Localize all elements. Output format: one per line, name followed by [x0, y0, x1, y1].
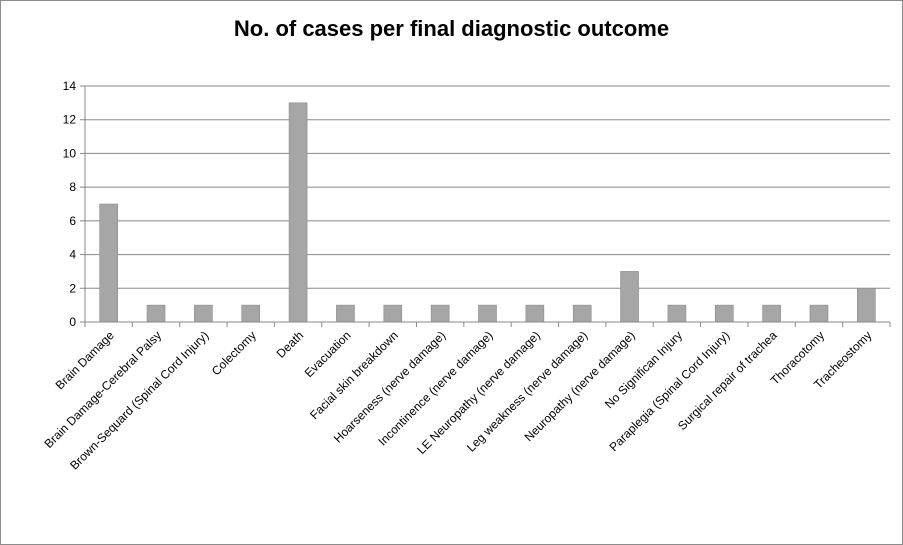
bars — [99, 102, 876, 323]
chart-title: No. of cases per final diagnostic outcom… — [233, 16, 670, 41]
bar — [667, 304, 687, 323]
bar — [714, 304, 734, 323]
bar — [241, 304, 261, 323]
y-tick-label: 12 — [63, 113, 77, 127]
x-category-label: Colectomy — [209, 328, 259, 378]
bar — [572, 304, 592, 323]
gridlines — [85, 85, 890, 289]
bar — [525, 304, 545, 323]
y-tick-label: 6 — [69, 214, 76, 228]
y-tick-label: 14 — [63, 79, 77, 93]
y-tick-label: 2 — [69, 281, 76, 295]
bar — [336, 304, 355, 323]
bar — [430, 304, 450, 323]
bar — [146, 304, 166, 323]
bar — [288, 102, 308, 323]
x-category-label: Death — [274, 328, 307, 361]
bar — [478, 304, 497, 323]
bar — [383, 304, 403, 323]
bar — [857, 287, 876, 323]
bar — [762, 304, 781, 323]
y-tick-label: 8 — [69, 180, 76, 194]
y-tick-label: 4 — [69, 248, 76, 262]
bar — [620, 271, 639, 323]
y-tick-label: 0 — [69, 315, 76, 329]
axes — [80, 85, 891, 327]
bar — [194, 304, 213, 323]
x-category-label: Facial skin breakdown — [307, 328, 401, 422]
x-category-label: Surgical repair of trachea — [675, 328, 780, 433]
bar — [809, 304, 829, 323]
y-tick-label: 10 — [63, 146, 77, 160]
y-tick-labels: 0 2 4 6 8 10 12 14 — [63, 79, 77, 329]
bar — [99, 203, 118, 323]
